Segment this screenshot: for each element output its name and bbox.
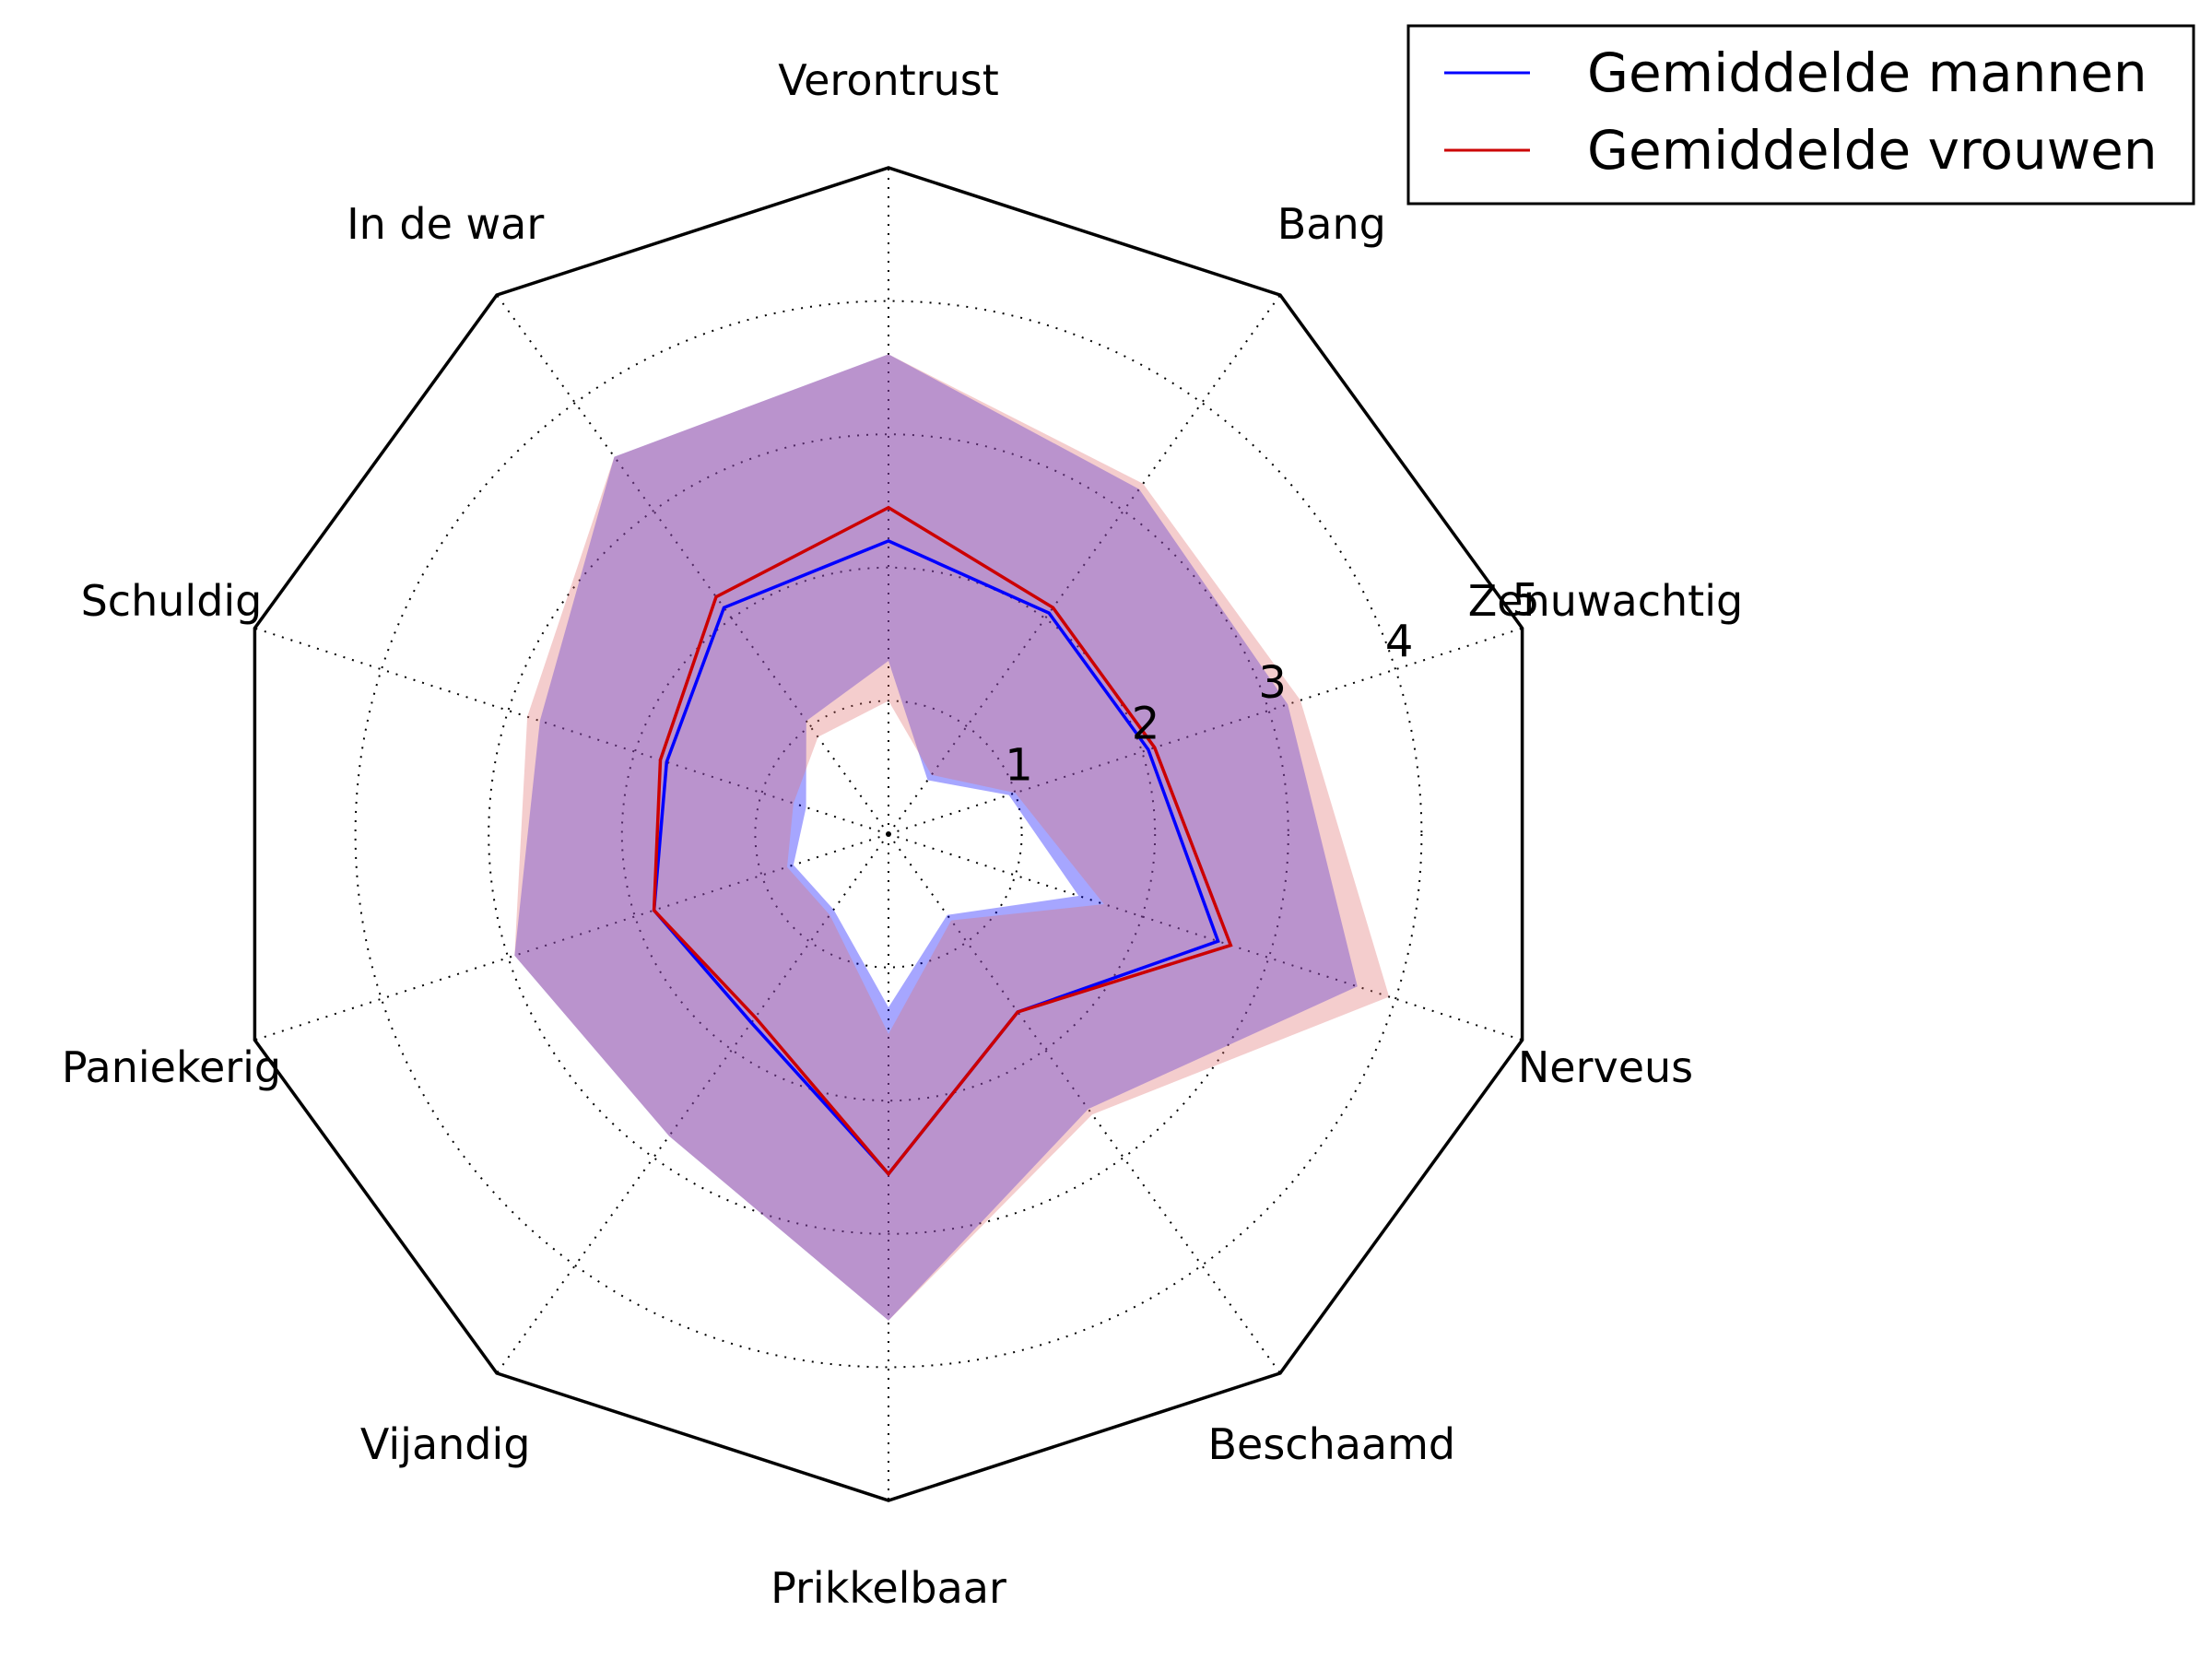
- category-label-2: Verontrust: [778, 55, 999, 105]
- tick-label-3: 3: [1258, 657, 1287, 709]
- category-label-6: Vijandig: [360, 1419, 531, 1469]
- radar-grid: [254, 168, 1523, 1500]
- radial-tick-labels: 1 2 3 4 5: [1005, 575, 1540, 792]
- category-label-1: Bang: [1277, 199, 1386, 249]
- series-bands: [514, 354, 1390, 1321]
- category-label-3: In de war: [347, 199, 544, 249]
- center-dot: [886, 831, 891, 837]
- grid-spoke-4: [254, 627, 889, 835]
- category-label-8: Beschaamd: [1207, 1419, 1455, 1469]
- grid-ring-4: [354, 300, 1423, 1369]
- legend-label-1: Gemiddelde vrouwen: [1587, 119, 2158, 182]
- grid-spoke-0: [888, 627, 1523, 835]
- category-label-7: Prikkelbaar: [771, 1563, 1006, 1613]
- grid-spoke-8: [888, 833, 1281, 1374]
- grid-ring-1: [754, 700, 1023, 969]
- tick-label-2: 2: [1132, 699, 1160, 750]
- grid-spoke-1: [888, 294, 1281, 835]
- grid-spoke-3: [496, 294, 889, 835]
- legend: Gemiddelde mannen Gemiddelde vrouwen: [1406, 24, 2195, 206]
- tick-label-1: 1: [1005, 739, 1033, 791]
- category-label-9: Nerveus: [1518, 1042, 1693, 1092]
- radar-frame: [253, 166, 1524, 1502]
- grid-ring-2: [620, 566, 1157, 1102]
- tick-label-5: 5: [1512, 575, 1540, 627]
- band-series-0: [514, 354, 1358, 1321]
- band-series-1: [514, 354, 1390, 1321]
- legend-label-0: Gemiddelde mannen: [1587, 41, 2147, 104]
- grid-spoke-6: [496, 833, 889, 1374]
- tick-label-4: 4: [1385, 616, 1414, 667]
- series-lines: [652, 505, 1233, 1177]
- category-label-5: Paniekerig: [62, 1042, 281, 1092]
- category-label-0: Zenuwachtig: [1468, 576, 1743, 626]
- grid-ring-3: [488, 433, 1289, 1235]
- legend-box: [1406, 24, 2195, 206]
- category-label-4: Schuldig: [81, 576, 263, 626]
- grid-spoke-5: [254, 833, 889, 1041]
- category-labels: Zenuwachtig Bang Verontrust In de war Schuld…: [62, 55, 1743, 1613]
- grid-spoke-9: [888, 833, 1523, 1041]
